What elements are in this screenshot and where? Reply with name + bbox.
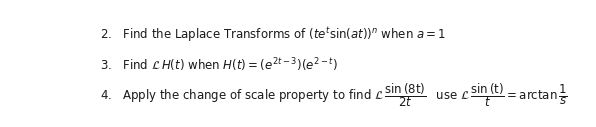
Text: 3.   Find $\mathcal{L}\,H(t)$ when $H(t) = (e^{2t-3})(e^{2-t})$: 3. Find $\mathcal{L}\,H(t)$ when $H(t) =… (100, 56, 338, 74)
Text: 2.   Find the Laplace Transforms of $(te^t \sin(at))^n$ when $a = 1$: 2. Find the Laplace Transforms of $(te^t… (100, 25, 446, 44)
Text: 4.   Apply the change of scale property to find $\mathcal{L}\,\dfrac{\mathrm{sin: 4. Apply the change of scale property to… (100, 82, 568, 109)
